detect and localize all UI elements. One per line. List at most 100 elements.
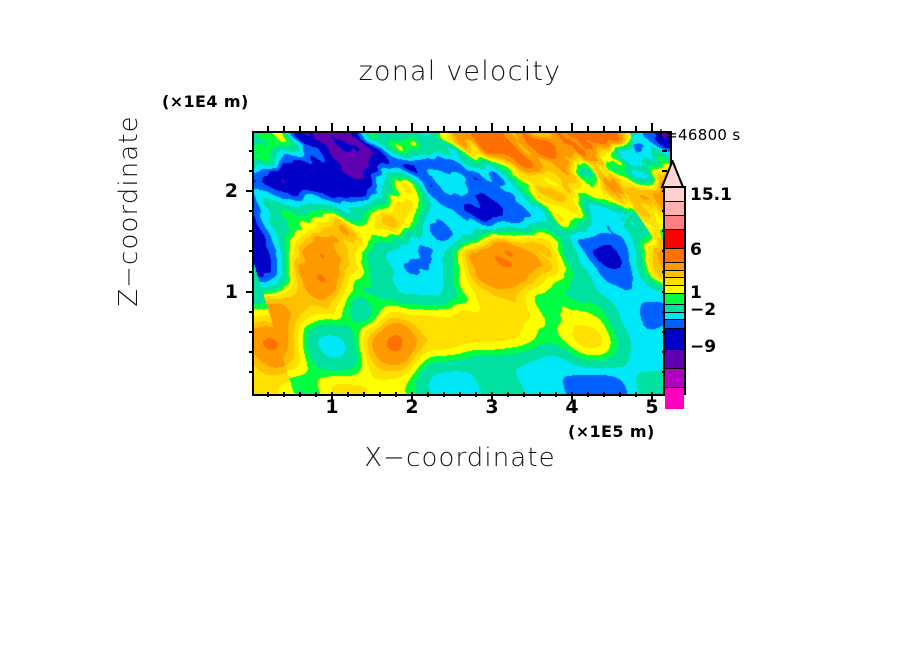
x-tick-minor (523, 392, 525, 397)
x-tick-minor (587, 392, 589, 397)
colorbar-band (665, 349, 684, 368)
x-tick-top (587, 126, 589, 131)
x-axis-title: X−coordinate (364, 443, 556, 473)
x-tick-top (523, 126, 525, 131)
colorbar-band (665, 293, 684, 304)
x-tick-top (635, 126, 637, 131)
x-tick-minor (427, 392, 429, 397)
x-tick-top (539, 126, 541, 131)
colorbar-arrow-cap (660, 160, 685, 188)
x-tick-label: 1 (325, 396, 339, 418)
x-tick-major (491, 392, 493, 400)
y-tick-label: 2 (224, 180, 238, 203)
y-tick-major (246, 290, 254, 293)
x-tick-label: 5 (645, 396, 659, 418)
y-tick-minor (249, 370, 254, 373)
y-tick-right (662, 150, 667, 153)
x-tick-label: 4 (565, 396, 579, 418)
x-tick-minor (555, 392, 557, 397)
colorbar-band (665, 201, 684, 215)
x-tick-minor (299, 392, 301, 397)
x-tick-top (491, 123, 493, 131)
x-tick-top (299, 126, 301, 131)
y-tick-minor (249, 170, 254, 173)
x-tick-top (379, 126, 381, 131)
x-tick-minor (443, 392, 445, 397)
page-title: zonal velocity (358, 56, 562, 87)
colorbar-tick-label: −9 (690, 337, 717, 357)
colorbar (663, 186, 686, 409)
y-tick-minor (249, 250, 254, 253)
x-tick-top (283, 126, 285, 131)
y-tick-right (662, 170, 667, 173)
y-tick-minor (249, 270, 254, 273)
y-tick-minor (249, 210, 254, 213)
x-tick-top (459, 126, 461, 131)
y-tick-minor (249, 310, 254, 313)
colorbar-band (665, 312, 684, 319)
colorbar-band (665, 270, 684, 277)
colorbar-band (665, 215, 684, 229)
colorbar-band (665, 248, 684, 262)
colorbar-band (665, 387, 684, 409)
y-tick-minor (249, 230, 254, 233)
x-tick-major (571, 392, 573, 400)
x-tick-minor (539, 392, 541, 397)
x-tick-top (619, 126, 621, 131)
x-tick-label: 2 (405, 396, 419, 418)
x-tick-major (651, 392, 653, 400)
x-tick-top (331, 123, 333, 131)
x-tick-top (571, 123, 573, 131)
x-tick-top (651, 123, 653, 131)
x-tick-major (411, 392, 413, 400)
x-tick-top (363, 126, 365, 131)
y-tick-minor (249, 330, 254, 333)
colorbar-band (665, 328, 684, 349)
x-tick-minor (395, 392, 397, 397)
x-tick-top (395, 126, 397, 131)
colorbar-band (665, 188, 684, 201)
x-tick-minor (635, 392, 637, 397)
x-tick-top (267, 126, 269, 131)
x-tick-top (347, 126, 349, 131)
y-tick-major (246, 190, 254, 193)
x-tick-minor (619, 392, 621, 397)
colorbar-band (665, 304, 684, 312)
x-axis-unit-label: (×1E5 m) (568, 422, 655, 441)
x-tick-minor (459, 392, 461, 397)
x-tick-top (507, 126, 509, 131)
y-tick-minor (249, 350, 254, 353)
x-tick-top (315, 126, 317, 131)
colorbar-band (665, 319, 684, 328)
x-tick-top (475, 126, 477, 131)
colorbar-tick-label: 15.1 (690, 185, 732, 205)
colorbar-band (665, 368, 684, 387)
x-tick-minor (603, 392, 605, 397)
x-tick-minor (267, 392, 269, 397)
colorbar-band (665, 277, 684, 285)
x-tick-top (603, 126, 605, 131)
x-tick-top (555, 126, 557, 131)
colorbar-tick-label: 1 (690, 283, 702, 303)
plot-area (252, 131, 672, 396)
y-tick-minor (249, 150, 254, 153)
colorbar-band (665, 285, 684, 293)
x-tick-minor (475, 392, 477, 397)
x-tick-minor (347, 392, 349, 397)
colorbar-tick-label: −2 (690, 300, 717, 320)
y-axis-unit-label: (×1E4 m) (162, 92, 249, 111)
x-tick-top (443, 126, 445, 131)
x-tick-minor (315, 392, 317, 397)
x-tick-top (411, 123, 413, 131)
x-tick-top (427, 126, 429, 131)
x-tick-major (331, 392, 333, 400)
x-tick-minor (507, 392, 509, 397)
x-tick-minor (283, 392, 285, 397)
y-axis-title: Z−coordinate (114, 115, 144, 307)
x-tick-minor (363, 392, 365, 397)
x-tick-minor (379, 392, 381, 397)
colorbar-band (665, 262, 684, 270)
time-annotation: t=46800 s (659, 126, 741, 144)
colorbar-tick-label: 6 (690, 240, 702, 260)
